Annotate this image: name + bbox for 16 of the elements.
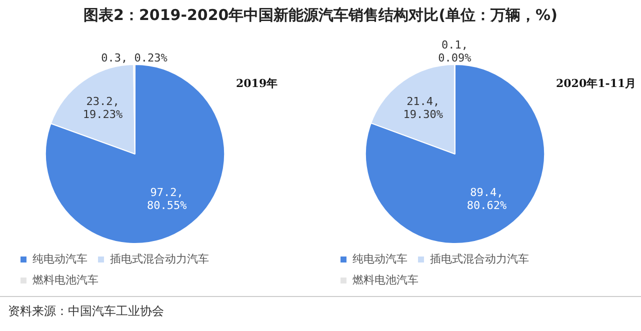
data-label: 97.2, 80.55% bbox=[146, 186, 188, 212]
data-label: 21.4, 19.30% bbox=[403, 94, 444, 121]
text: 图表2：2019-2020年中国新能源汽车销售结构对比(单位：万辆，%) bbox=[82, 6, 558, 25]
text: 资料来源：中国汽车工业协会 bbox=[0, 296, 641, 326]
legend-label: 纯电动汽车 bbox=[352, 252, 408, 266]
legend-label: 燃料电池汽车 bbox=[352, 273, 418, 286]
legend-label: 插电式混合动力汽车 bbox=[430, 252, 529, 266]
text: 2020年1-11月 bbox=[556, 76, 636, 90]
legend-label: 纯电动汽车 bbox=[32, 252, 88, 266]
text: 2019年 bbox=[236, 76, 278, 90]
data-label: 89.4, 80.62% bbox=[466, 186, 507, 212]
data-label: 23.2, 19.23% bbox=[82, 95, 124, 122]
data-label: 0.1, 0.09% bbox=[438, 38, 472, 64]
legend-label: 插电式混合动力汽车 bbox=[110, 252, 209, 266]
legend-label: 燃料电池汽车 bbox=[32, 273, 98, 286]
data-label: 0.3, 0.23% bbox=[101, 51, 168, 64]
